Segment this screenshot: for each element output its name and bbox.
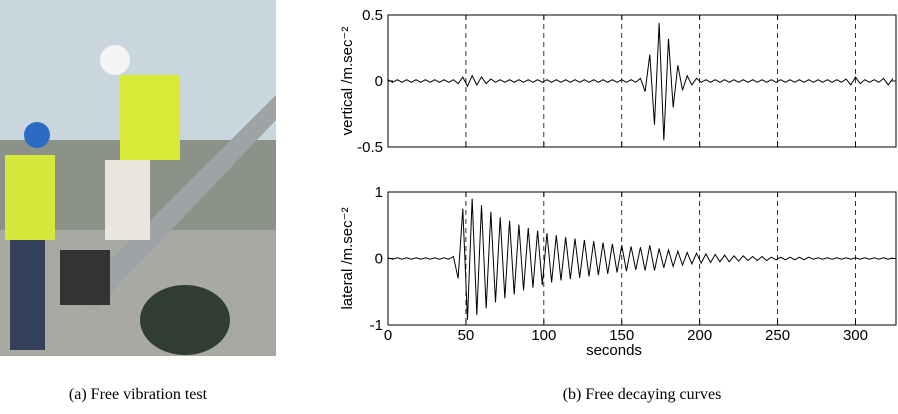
y-tick-label: 0: [375, 251, 383, 268]
x-tick-label: 150: [609, 327, 634, 344]
photo-box: [60, 250, 110, 305]
y-tick-label: -1: [370, 317, 383, 334]
photo-person-right-legs: [105, 160, 150, 240]
y-axis-label: vertical /m.sec⁻²: [339, 27, 356, 136]
photo-helmet-white: [100, 45, 130, 75]
axes-frame: [387, 14, 897, 148]
y-tick-label: 1: [375, 184, 383, 201]
photo-person-left: [5, 155, 55, 240]
axes-frame: [387, 191, 897, 326]
x-tick-label: 100: [531, 327, 556, 344]
y-tick-label: -0.5: [357, 139, 383, 156]
y-tick-label: 0.5: [362, 7, 383, 24]
x-tick-label: 200: [687, 327, 712, 344]
photo-person-left-legs: [10, 240, 45, 350]
plots: -0.5 0 0.5 vertical /m.sec⁻² 0 50 100 150 200 250…: [339, 7, 897, 359]
caption: (b) Free decaying curves: [562, 386, 722, 403]
caption: (a) Free vibration test: [68, 386, 208, 403]
x-tick-label: 300: [843, 327, 868, 344]
photo-person-right: [120, 75, 180, 160]
photo-barrel: [140, 285, 230, 355]
y-axis-label: lateral /m.sec⁻²: [339, 207, 356, 309]
photo: [0, 0, 276, 356]
signal-line: [387, 198, 894, 320]
y-tick-label: 0: [375, 73, 383, 90]
x-axis-label: seconds: [586, 342, 642, 359]
x-tick-label: 0: [384, 327, 392, 344]
x-tick-label: 250: [765, 327, 790, 344]
photo-pipe: [70, 95, 276, 310]
photo-helmet-blue: [24, 122, 50, 148]
signal-line: [387, 22, 894, 141]
x-tick-label: 50: [458, 327, 475, 344]
